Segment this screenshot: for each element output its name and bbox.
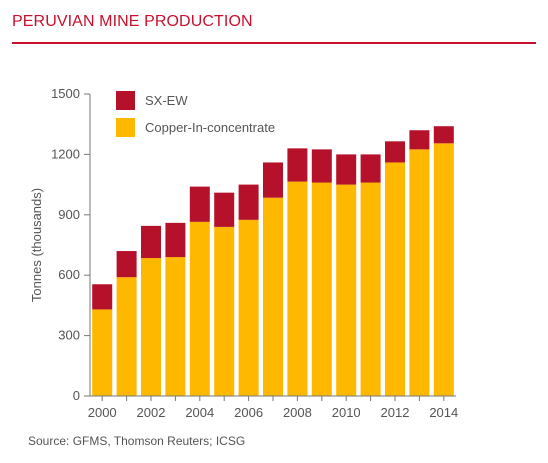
y-tick-label: 0 <box>73 388 80 403</box>
bar-sxew <box>214 192 235 227</box>
y-tick-label: 300 <box>58 328 80 343</box>
bar-concentrate <box>336 184 357 396</box>
bar-concentrate <box>238 219 259 396</box>
bar-concentrate <box>263 197 283 396</box>
chart-legend: SX-EW Copper-In-concentrate <box>116 91 275 137</box>
y-tick-label: 1200 <box>51 146 80 161</box>
x-tick-label: 2004 <box>185 405 214 420</box>
bar-sxew <box>141 225 161 259</box>
x-tick-label: 2006 <box>234 405 263 420</box>
bar-concentrate <box>360 182 381 396</box>
bar-concentrate <box>165 257 186 396</box>
bar-sxew <box>238 184 259 220</box>
y-axis-label: Tonnes (thousands) <box>29 188 44 302</box>
bar-sxew <box>263 162 283 198</box>
bar-concentrate <box>189 221 210 396</box>
bar-concentrate <box>311 182 332 396</box>
legend-label-sxew: SX-EW <box>145 93 188 108</box>
chart-bars <box>92 126 454 396</box>
bar-sxew <box>189 186 210 222</box>
bar-sxew <box>165 222 186 258</box>
legend-label-concentrate: Copper-In-concentrate <box>145 120 275 135</box>
bar-concentrate <box>385 162 405 396</box>
bar-sxew <box>116 251 137 278</box>
bar-sxew <box>409 130 430 150</box>
bar-sxew <box>92 284 113 310</box>
bar-concentrate <box>92 309 113 396</box>
y-tick-label: 1500 <box>51 86 80 101</box>
chart-axes: 0 300 600 900 1200 1500 2000 2002 2004 2006 2008 20… <box>29 86 458 420</box>
bar-concentrate <box>287 181 308 396</box>
bar-sxew <box>336 154 357 185</box>
bar-sxew <box>287 148 308 182</box>
y-tick-label: 600 <box>58 267 80 282</box>
chart-title: PERUVIAN MINE PRODUCTION <box>12 13 253 30</box>
title-rule <box>12 42 536 44</box>
x-tick-label: 2014 <box>429 405 458 420</box>
legend-swatch-concentrate <box>116 118 135 137</box>
bar-concentrate <box>141 258 161 396</box>
x-tick-label: 2008 <box>283 405 312 420</box>
bar-sxew <box>360 154 381 183</box>
bar-concentrate <box>409 149 430 396</box>
bar-sxew <box>385 141 405 163</box>
bar-sxew <box>433 126 454 144</box>
legend-swatch-sxew <box>116 91 135 110</box>
source-note: Source: GFMS, Thomson Reuters; ICSG <box>28 434 246 448</box>
x-tick-label: 2002 <box>137 405 166 420</box>
x-tick-label: 2012 <box>381 405 410 420</box>
bar-sxew <box>311 149 332 183</box>
bar-concentrate <box>214 226 235 396</box>
x-tick-label: 2010 <box>332 405 361 420</box>
y-tick-label: 900 <box>58 207 80 222</box>
bar-concentrate <box>116 277 137 396</box>
bar-concentrate <box>433 143 454 396</box>
x-tick-label: 2000 <box>88 405 117 420</box>
